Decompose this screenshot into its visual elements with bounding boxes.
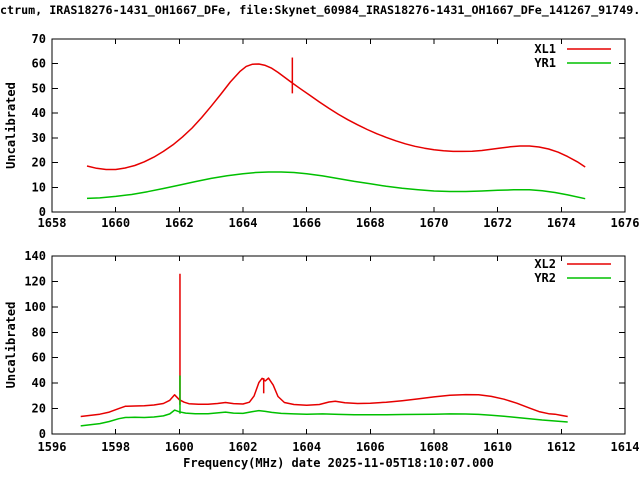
x-tick-label: 1662	[165, 216, 194, 230]
plot-border	[51, 38, 626, 213]
x-tick-label: 1660	[101, 216, 130, 230]
plot-border	[51, 255, 626, 435]
x-tick-label: 1610	[483, 440, 512, 454]
y-tick-label: 70	[32, 32, 46, 46]
x-tick-label: 1606	[356, 440, 385, 454]
x-tick-label: 1658	[38, 216, 67, 230]
y-tick-label: 20	[32, 402, 46, 416]
y-tick-label: 20	[32, 156, 46, 170]
x-tick-label: 1674	[547, 216, 576, 230]
x-tick-label: 1602	[229, 440, 258, 454]
series-XL2	[80, 377, 568, 418]
x-tick-label: 1596	[38, 440, 67, 454]
y-tick-label: 100	[24, 300, 46, 314]
x-axis-label: Frequency(MHz) date 2025-11-05T18:10:07.…	[183, 456, 494, 470]
legend-label-YR2: YR2	[534, 271, 556, 285]
y-axis-label: Uncalibrated	[4, 302, 18, 389]
y-axis-label: Uncalibrated	[4, 82, 18, 169]
x-tick-label: 1600	[165, 440, 194, 454]
series-YR2	[80, 409, 568, 427]
y-tick-label: 140	[24, 249, 46, 263]
x-tick-label: 1666	[292, 216, 321, 230]
y-tick-label: 60	[32, 57, 46, 71]
x-tick-label: 1604	[292, 440, 321, 454]
legend-label-XL1: XL1	[534, 42, 556, 56]
y-tick-label: 50	[32, 81, 46, 95]
y-tick-label: 40	[32, 106, 46, 120]
x-tick-label: 1670	[420, 216, 449, 230]
chart-title: ctrum, IRAS18276-1431_OH1667_DFe, file:S…	[0, 3, 640, 17]
x-tick-label: 1664	[229, 216, 258, 230]
plot-2: 1596 1598 1600 1602 1604 1606 1608 1610 1612 1614…	[4, 249, 639, 470]
legend-label-XL2: XL2	[534, 257, 556, 271]
x-tick-label: 1614	[611, 440, 640, 454]
x-tick-label: 1608	[420, 440, 449, 454]
x-tick-label: 1612	[547, 440, 576, 454]
y-tick-label: 40	[32, 376, 46, 390]
x-tick-label: 1598	[101, 440, 130, 454]
x-tick-label: 1672	[483, 216, 512, 230]
x-tick-label: 1676	[611, 216, 640, 230]
y-tick-label: 0	[39, 427, 46, 441]
x-tick-label: 1668	[356, 216, 385, 230]
y-tick-label: 60	[32, 351, 46, 365]
y-tick-label: 10	[32, 180, 46, 194]
y-tick-label: 0	[39, 205, 46, 219]
series-YR1	[86, 171, 586, 200]
plot-1: 1658 1660 1662 1664 1666 1668 1670 1672 1674 1676…	[4, 32, 639, 230]
y-tick-label: 80	[32, 325, 46, 339]
y-tick-label: 120	[24, 274, 46, 288]
series-XL1	[86, 63, 586, 171]
y-tick-label: 30	[32, 131, 46, 145]
legend-label-YR1: YR1	[534, 56, 556, 70]
